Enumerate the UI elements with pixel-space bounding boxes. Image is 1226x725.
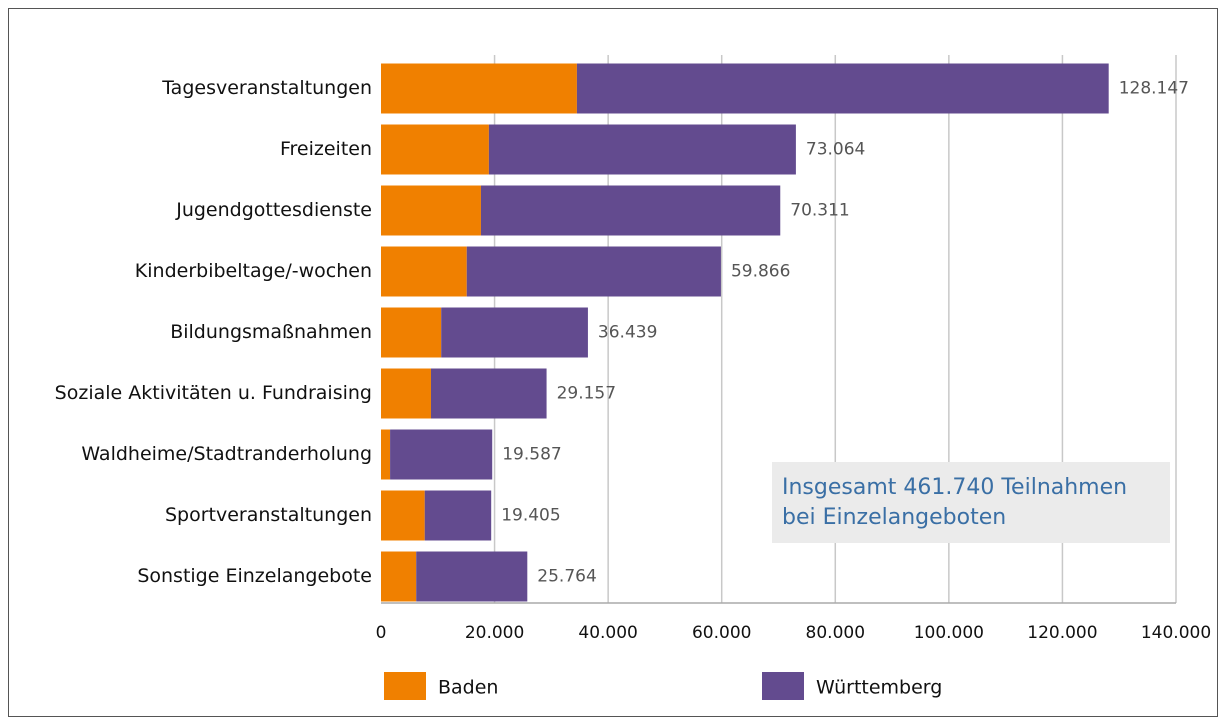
value-label: 19.405 bbox=[501, 506, 560, 526]
bar-segment bbox=[381, 185, 481, 236]
bar-segment bbox=[441, 307, 588, 358]
value-label: 73.064 bbox=[806, 140, 865, 160]
annotation-text: bei Einzelangeboten bbox=[782, 505, 1006, 530]
category-label: Freizeiten bbox=[280, 138, 372, 160]
bar-segment bbox=[424, 490, 492, 541]
legend-label: Baden bbox=[438, 677, 498, 699]
bar-segment bbox=[480, 185, 781, 236]
annotation-box bbox=[772, 462, 1170, 543]
category-label: Soziale Aktivitäten u. Fundraising bbox=[55, 382, 372, 404]
bar-segment bbox=[488, 124, 796, 175]
x-tick-label: 60.000 bbox=[692, 623, 751, 643]
category-label: Jugendgottesdienste bbox=[175, 199, 372, 221]
legend-label: Württemberg bbox=[816, 677, 942, 699]
category-label: Sportveranstaltungen bbox=[165, 504, 372, 526]
legend-swatch bbox=[762, 672, 804, 700]
bar-segment bbox=[381, 551, 417, 602]
frame bbox=[8, 8, 1218, 717]
bar-segment bbox=[381, 124, 489, 175]
bar-segment bbox=[381, 490, 425, 541]
bar-segment bbox=[381, 429, 391, 480]
category-label: Bildungsmaßnahmen bbox=[170, 321, 372, 343]
category-label: Tagesveranstaltungen bbox=[161, 77, 372, 99]
value-label: 59.866 bbox=[731, 262, 790, 282]
x-tick-label: 140.000 bbox=[1141, 623, 1211, 643]
x-tick-label: 120.000 bbox=[1027, 623, 1097, 643]
value-label: 128.147 bbox=[1119, 79, 1189, 99]
x-tick-label: 20.000 bbox=[465, 623, 524, 643]
bar-segment bbox=[381, 307, 442, 358]
bar-segment bbox=[576, 63, 1109, 114]
bar-segment bbox=[416, 551, 528, 602]
value-label: 29.157 bbox=[557, 384, 616, 404]
bar-segment bbox=[381, 246, 467, 297]
value-label: 25.764 bbox=[537, 567, 596, 587]
category-label: Sonstige Einzelangebote bbox=[137, 565, 372, 587]
value-label: 19.587 bbox=[502, 445, 561, 465]
x-tick-label: 0 bbox=[376, 623, 387, 643]
bar-segment bbox=[381, 63, 577, 114]
category-label: Waldheime/Stadtranderholung bbox=[81, 443, 372, 465]
category-label: Kinderbibeltage/-wochen bbox=[135, 260, 372, 282]
bar-segment bbox=[430, 368, 547, 419]
value-label: 70.311 bbox=[790, 201, 849, 221]
legend-swatch bbox=[384, 672, 426, 700]
bar-segment bbox=[390, 429, 493, 480]
x-tick-label: 80.000 bbox=[806, 623, 865, 643]
bar-segment bbox=[381, 368, 431, 419]
bar-segment bbox=[466, 246, 721, 297]
x-tick-label: 100.000 bbox=[914, 623, 984, 643]
value-label: 36.439 bbox=[598, 323, 657, 343]
annotation-text: Insgesamt 461.740 Teilnahmen bbox=[782, 475, 1127, 500]
x-tick-label: 40.000 bbox=[578, 623, 637, 643]
